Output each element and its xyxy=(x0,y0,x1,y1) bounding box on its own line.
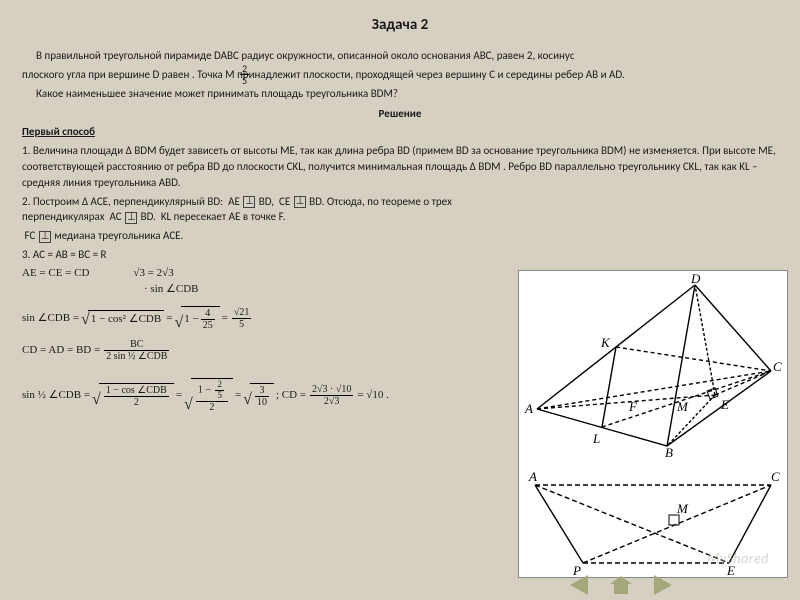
line-sinhalf: sin ½ ∠CDB = √ 1 − cos ∠CDB2 = √ 1 − 25 … xyxy=(22,378,520,413)
frac-den: 5 xyxy=(240,75,249,86)
svg-text:B: B xyxy=(665,445,673,457)
perp-icon xyxy=(294,196,306,208)
triangle-right-icon xyxy=(654,575,672,595)
solution-heading: Решение xyxy=(22,106,778,122)
step1: 1. Величина площади Δ BDM будет зависеть… xyxy=(22,143,778,191)
intro-line2-text: плоского угла при вершине D равен . Точк… xyxy=(22,68,625,81)
svg-text:L: L xyxy=(592,431,600,446)
omcos: 1 − cos ∠CDB xyxy=(104,385,169,397)
slide-nav xyxy=(564,574,678,596)
svg-text:A: A xyxy=(524,401,533,416)
n4: 4 xyxy=(201,308,215,320)
eq3: = xyxy=(235,388,241,404)
d5: 5 xyxy=(232,319,252,330)
watermark: MyShared xyxy=(707,550,769,567)
perp-icon xyxy=(243,196,255,208)
svg-text:D: D xyxy=(690,271,701,286)
sqrt-1: √1 − cos² ∠CDB xyxy=(81,310,164,328)
frac-bc-2sin: BC 2 sin ½ ∠CDB xyxy=(104,339,169,362)
intro-line1: В правильной треугольной пирамиде DABC р… xyxy=(22,48,778,64)
sinhalf-lhs: sin ½ ∠CDB = xyxy=(22,388,90,404)
intro-question: Какое наименьшее значение может принимат… xyxy=(22,86,778,102)
sqrt1-body: 1 − cos² ∠CDB xyxy=(88,310,164,328)
line-ae-ce: AE = CE = CD √3 = 2√3 xyxy=(22,266,520,282)
triangle-left-icon xyxy=(570,575,588,595)
step-fc: FC медиана треугольника ACE. xyxy=(22,228,520,244)
n3: 3 xyxy=(255,385,269,397)
sincdb-mult: · sin ∠CDB xyxy=(144,282,198,298)
next-button[interactable] xyxy=(648,574,678,596)
sincdb-lhs: sin ∠CDB = xyxy=(22,311,79,327)
svg-text:К: К xyxy=(600,335,611,350)
eq2: = xyxy=(176,388,182,404)
line-sincdb: sin ∠CDB = √1 − cos² ∠CDB = √ 1 − 425 = … xyxy=(22,306,520,331)
intro-line2: плоского угла при вершине D равен . Точк… xyxy=(22,67,778,83)
bc: BC xyxy=(104,339,169,351)
s10a: √10 xyxy=(336,384,352,395)
om25: 1 − xyxy=(198,385,211,396)
frac-om25-2: 1 − 25 2 xyxy=(196,380,228,413)
frac-2r3-2r3: 2√3 · √10 2√3 xyxy=(310,384,353,407)
svg-text:C: C xyxy=(773,359,782,374)
line-sincdb-mult: · sin ∠CDB xyxy=(144,282,520,298)
step3b-text: AE = CE = CD xyxy=(22,266,89,282)
frac-s21-5: √215 xyxy=(232,307,252,330)
step2: 2. Построим Δ ACE, перпендикулярный BD: … xyxy=(22,194,520,226)
svg-text:C: C xyxy=(771,469,780,484)
cd-lhs: CD = AD = BD = xyxy=(22,343,100,359)
frac-4-25: 425 xyxy=(201,308,215,331)
t2r3b: 2√3 xyxy=(310,396,353,407)
task-title: Задача 2 xyxy=(22,16,778,34)
frac-3-10: 310 xyxy=(255,385,269,408)
sqrt-3: √ 1 − cos ∠CDB2 xyxy=(92,383,174,408)
r3eq: √3 = 2√3 xyxy=(133,266,173,282)
eq1: = xyxy=(166,311,172,327)
sqrt-4: √ 1 − 25 2 xyxy=(184,378,233,413)
perp-icon xyxy=(125,212,137,224)
svg-text:M: M xyxy=(676,399,689,414)
figure-panel: D К C A F M E L B xyxy=(518,270,788,578)
line-cd: CD = AD = BD = BC 2 sin ½ ∠CDB xyxy=(22,339,520,362)
svg-text:M: M xyxy=(676,501,689,516)
fraction-2-5: 2 5 xyxy=(240,63,249,86)
om425: 1 − xyxy=(184,312,198,328)
n25: 25 xyxy=(201,320,215,331)
eq1b: = xyxy=(222,311,228,327)
step3a: 3. AC = AB = BC = R xyxy=(22,247,520,263)
t2r3a: 2√3 xyxy=(312,384,328,395)
prev-button[interactable] xyxy=(564,574,594,596)
d10: 10 xyxy=(255,397,269,408)
svg-text:F: F xyxy=(628,399,638,414)
n5s: 5 xyxy=(215,391,224,401)
sqrt-5: √ 310 xyxy=(243,383,274,408)
frac-cos-2: 1 − cos ∠CDB2 xyxy=(104,385,169,408)
d2a: 2 xyxy=(104,397,169,408)
d2sin: 2 sin ½ ∠CDB xyxy=(104,351,169,362)
home-button[interactable] xyxy=(606,574,636,596)
eqs10: = √10 . xyxy=(357,388,389,404)
figure-pyramid: D К C A F M E L B xyxy=(519,271,787,457)
method1-heading: Первый способ xyxy=(22,124,778,140)
svg-text:A: A xyxy=(528,469,537,484)
perp-icon xyxy=(39,231,51,243)
s21: √21 xyxy=(232,307,252,319)
svg-text:E: E xyxy=(720,397,729,412)
cd2: ; CD = xyxy=(276,388,306,404)
home-icon xyxy=(610,576,632,594)
sqrt-2: √ 1 − 425 xyxy=(174,306,219,331)
d2b: 2 xyxy=(196,402,228,413)
